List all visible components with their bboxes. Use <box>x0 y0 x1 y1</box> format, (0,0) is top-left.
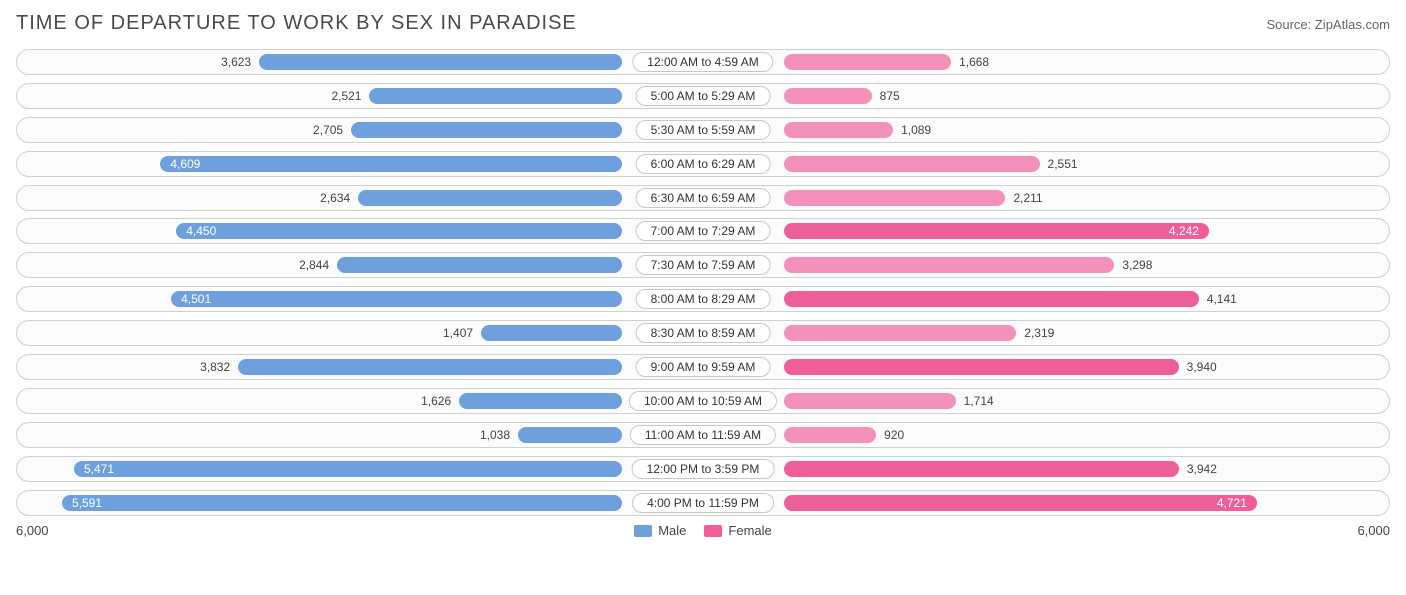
female-value: 4,721 <box>1217 496 1247 510</box>
time-range-label: 7:30 AM to 7:59 AM <box>636 255 771 275</box>
time-range-label: 12:00 PM to 3:59 PM <box>632 459 775 479</box>
table-row: 8:00 AM to 8:29 AM 4,501 4,141 <box>16 286 1390 312</box>
male-bar <box>369 88 622 104</box>
table-row: 12:00 PM to 3:59 PM 5,471 3,942 <box>16 456 1390 482</box>
male-bar <box>337 257 622 273</box>
male-bar <box>160 156 622 172</box>
table-row: 6:00 AM to 6:29 AM 4,609 2,551 <box>16 151 1390 177</box>
male-value: 5,471 <box>84 462 114 476</box>
legend-male: Male <box>634 523 686 538</box>
male-bar <box>351 122 622 138</box>
female-value: 1,668 <box>959 55 989 69</box>
table-row: 7:30 AM to 7:59 AM 2,844 3,298 <box>16 252 1390 278</box>
time-range-label: 8:00 AM to 8:29 AM <box>636 289 771 309</box>
female-bar <box>784 291 1199 307</box>
male-bar <box>358 190 622 206</box>
table-row: 7:00 AM to 7:29 AM 4,450 4,242 <box>16 218 1390 244</box>
male-bar <box>481 325 622 341</box>
male-value: 4,450 <box>186 224 216 238</box>
chart-rows: 12:00 AM to 4:59 AM 3,623 1,668 5:00 AM to … <box>16 49 1390 516</box>
female-bar <box>784 156 1040 172</box>
axis-label-right: 6,000 <box>1357 523 1390 538</box>
time-range-label: 5:00 AM to 5:29 AM <box>636 86 771 106</box>
time-range-label: 8:30 AM to 8:59 AM <box>636 323 771 343</box>
time-range-label: 4:00 PM to 11:59 PM <box>632 493 774 513</box>
male-value: 3,832 <box>200 360 230 374</box>
male-value: 5,591 <box>72 496 102 510</box>
female-value: 875 <box>880 89 900 103</box>
male-value: 4,501 <box>181 292 211 306</box>
axis-label-left: 6,000 <box>16 523 49 538</box>
male-value: 3,623 <box>221 55 251 69</box>
female-bar <box>784 88 872 104</box>
male-bar <box>171 291 622 307</box>
female-value: 3,942 <box>1187 462 1217 476</box>
male-bar <box>74 461 622 477</box>
male-bar <box>259 54 622 70</box>
female-bar <box>784 325 1016 341</box>
female-value: 4,242 <box>1169 224 1199 238</box>
legend-male-label: Male <box>658 523 686 538</box>
female-value: 1,089 <box>901 123 931 137</box>
chart-title: TIME OF DEPARTURE TO WORK BY SEX IN PARA… <box>16 12 577 35</box>
chart-source: Source: ZipAtlas.com <box>1266 17 1390 32</box>
male-value: 2,634 <box>320 191 350 205</box>
female-value: 2,211 <box>1013 191 1042 205</box>
table-row: 12:00 AM to 4:59 AM 3,623 1,668 <box>16 49 1390 75</box>
male-bar <box>176 223 622 239</box>
time-range-label: 6:00 AM to 6:29 AM <box>636 154 771 174</box>
female-bar <box>784 54 951 70</box>
table-row: 6:30 AM to 6:59 AM 2,634 2,211 <box>16 185 1390 211</box>
male-value: 1,407 <box>443 326 473 340</box>
legend-male-swatch <box>634 525 652 537</box>
female-bar <box>784 427 876 443</box>
table-row: 8:30 AM to 8:59 AM 1,407 2,319 <box>16 320 1390 346</box>
table-row: 5:30 AM to 5:59 AM 2,705 1,089 <box>16 117 1390 143</box>
male-value: 2,521 <box>331 89 361 103</box>
female-bar <box>784 495 1257 511</box>
time-range-label: 12:00 AM to 4:59 AM <box>632 52 773 72</box>
female-bar <box>784 190 1005 206</box>
female-bar <box>784 393 956 409</box>
female-bar <box>784 122 893 138</box>
male-bar <box>62 495 622 511</box>
male-value: 4,609 <box>170 157 200 171</box>
female-value: 3,298 <box>1122 258 1152 272</box>
time-range-label: 9:00 AM to 9:59 AM <box>636 357 771 377</box>
legend-female-label: Female <box>728 523 771 538</box>
female-bar <box>784 257 1114 273</box>
table-row: 11:00 AM to 11:59 AM 1,038 920 <box>16 422 1390 448</box>
female-value: 2,551 <box>1048 157 1078 171</box>
female-value: 920 <box>884 428 904 442</box>
male-value: 1,038 <box>480 428 510 442</box>
time-range-label: 7:00 AM to 7:29 AM <box>636 221 771 241</box>
male-value: 2,705 <box>313 123 343 137</box>
male-bar <box>518 427 622 443</box>
male-value: 2,844 <box>299 258 329 272</box>
male-bar <box>459 393 622 409</box>
table-row: 4:00 PM to 11:59 PM 5,591 4,721 <box>16 490 1390 516</box>
female-value: 3,940 <box>1187 360 1217 374</box>
legend-female-swatch <box>704 525 722 537</box>
female-bar <box>784 461 1179 477</box>
time-range-label: 10:00 AM to 10:59 AM <box>629 391 777 411</box>
table-row: 10:00 AM to 10:59 AM 1,626 1,714 <box>16 388 1390 414</box>
female-bar <box>784 359 1179 375</box>
table-row: 9:00 AM to 9:59 AM 3,832 3,940 <box>16 354 1390 380</box>
chart-header: TIME OF DEPARTURE TO WORK BY SEX IN PARA… <box>16 12 1390 35</box>
time-range-label: 5:30 AM to 5:59 AM <box>636 120 771 140</box>
female-value: 2,319 <box>1024 326 1054 340</box>
legend-female: Female <box>704 523 771 538</box>
legend: Male Female <box>634 523 772 538</box>
female-bar <box>784 223 1209 239</box>
time-range-label: 6:30 AM to 6:59 AM <box>636 188 771 208</box>
male-value: 1,626 <box>421 394 451 408</box>
male-bar <box>238 359 622 375</box>
time-range-label: 11:00 AM to 11:59 AM <box>630 425 776 445</box>
chart-footer: 6,000 Male Female 6,000 <box>16 523 1390 538</box>
female-value: 1,714 <box>964 394 994 408</box>
table-row: 5:00 AM to 5:29 AM 2,521 875 <box>16 83 1390 109</box>
female-value: 4,141 <box>1207 292 1237 306</box>
